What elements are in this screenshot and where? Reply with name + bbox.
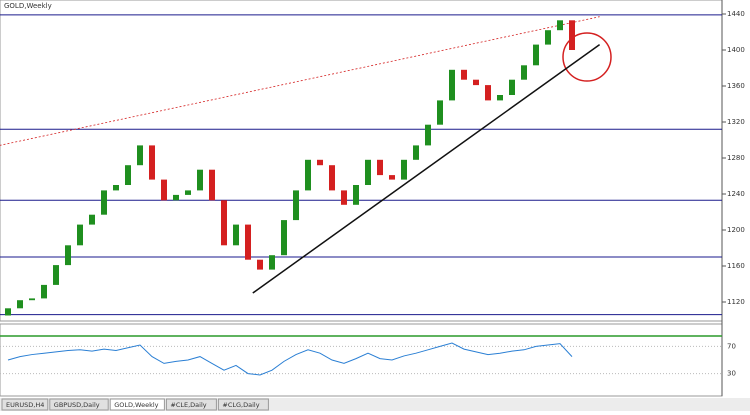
candle-body bbox=[461, 69, 467, 80]
candle-body bbox=[341, 190, 347, 205]
y-tick-label: 1200 bbox=[727, 226, 745, 234]
candle-body bbox=[305, 159, 311, 191]
candle-body bbox=[65, 245, 71, 266]
candle-body bbox=[257, 259, 263, 270]
candle-body bbox=[557, 20, 563, 31]
candle-body bbox=[377, 159, 383, 176]
y-tick-label: 1280 bbox=[727, 154, 745, 162]
chart-title: GOLD,Weekly bbox=[4, 2, 52, 10]
tab[interactable] bbox=[165, 398, 217, 411]
candle-body bbox=[317, 159, 323, 166]
candle-body bbox=[185, 190, 191, 195]
candle-body bbox=[101, 190, 107, 215]
candle-body bbox=[329, 165, 335, 191]
tab[interactable] bbox=[49, 398, 109, 411]
candle-body bbox=[509, 79, 515, 95]
candle-body bbox=[53, 265, 59, 285]
y-tick-label: 1360 bbox=[727, 82, 745, 90]
rsi-line bbox=[7, 342, 573, 376]
rsi-tick-label: 30 bbox=[727, 370, 736, 378]
candle-body bbox=[413, 145, 419, 160]
candle-body bbox=[149, 145, 155, 180]
candle-body bbox=[545, 30, 551, 45]
candle-body bbox=[437, 100, 443, 125]
candle-body bbox=[389, 175, 395, 180]
candle-body bbox=[365, 159, 371, 185]
tab[interactable] bbox=[217, 398, 269, 411]
candle-body bbox=[29, 298, 35, 301]
candle-body bbox=[281, 220, 287, 256]
candle-body bbox=[161, 179, 167, 201]
y-tick-label: 1120 bbox=[727, 298, 745, 306]
rsi-tick-label: 70 bbox=[727, 342, 736, 350]
candle-body bbox=[233, 224, 239, 246]
candle-body bbox=[125, 165, 131, 185]
candle-body bbox=[89, 214, 95, 225]
price-panel bbox=[0, 0, 723, 322]
candle-body bbox=[269, 255, 275, 270]
candle-body bbox=[245, 224, 251, 260]
candle-body bbox=[569, 20, 575, 50]
candle-body bbox=[449, 69, 455, 101]
tab-label[interactable]: EURUSD,H4 bbox=[6, 401, 44, 409]
y-tick-label: 1240 bbox=[727, 190, 745, 198]
candle-body bbox=[41, 284, 47, 299]
candle-body bbox=[485, 85, 491, 101]
candle-body bbox=[473, 79, 479, 86]
tab-label[interactable]: #CLE,Daily bbox=[170, 401, 206, 409]
candle-body bbox=[17, 300, 23, 309]
candle-body bbox=[221, 200, 227, 246]
rsi-panel bbox=[0, 323, 723, 397]
candle-body bbox=[209, 169, 215, 201]
candle-body bbox=[293, 190, 299, 221]
candle-body bbox=[533, 44, 539, 66]
candle-body bbox=[173, 194, 179, 201]
candle-body bbox=[401, 159, 407, 180]
candle-body bbox=[521, 65, 527, 80]
candle-body bbox=[497, 95, 503, 101]
y-tick-label: 1400 bbox=[727, 46, 745, 54]
candle-body bbox=[197, 169, 203, 191]
y-tick-label: 1320 bbox=[727, 118, 745, 126]
candle-body bbox=[113, 185, 119, 191]
tab[interactable] bbox=[109, 398, 165, 411]
candle-body bbox=[77, 224, 83, 246]
tab-label[interactable]: #CLG,Daily bbox=[222, 401, 259, 409]
trendline bbox=[252, 43, 601, 294]
candle-body bbox=[425, 124, 431, 146]
candle-body bbox=[137, 145, 143, 166]
tab-label[interactable]: GOLD,Weekly bbox=[114, 401, 158, 409]
candle-body bbox=[353, 185, 359, 205]
y-tick-label: 1160 bbox=[727, 262, 745, 270]
candle-body bbox=[5, 308, 11, 316]
tab-label[interactable]: GBPUSD,Daily bbox=[54, 401, 100, 409]
tab[interactable] bbox=[1, 398, 49, 411]
highlight-circle bbox=[562, 32, 612, 82]
y-tick-label: 1440 bbox=[727, 10, 745, 18]
